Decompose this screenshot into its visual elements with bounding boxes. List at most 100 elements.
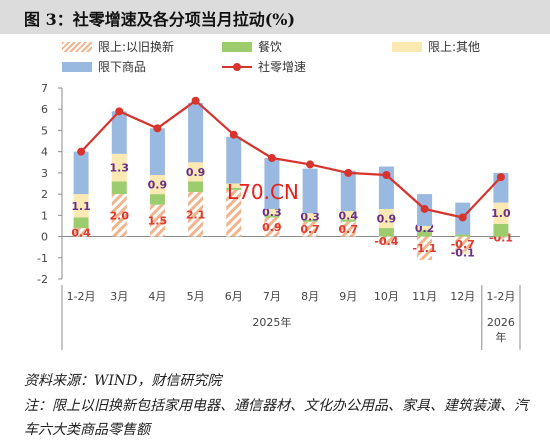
other-bar — [302, 213, 318, 220]
retail-growth-point — [191, 96, 200, 105]
data-label: 0.3 — [300, 210, 320, 223]
legend-swatch-retail-growth — [222, 62, 252, 72]
data-label: 0.9 — [148, 179, 168, 192]
below-limit-bar — [73, 151, 89, 195]
legend-item-below-limit: 限下商品 — [62, 58, 146, 75]
other-bar — [340, 211, 356, 220]
x-tick-label: 3月 — [110, 290, 128, 303]
tradein-bar — [493, 236, 509, 239]
x-group-label: 2026 — [487, 316, 515, 329]
data-label: 1.3 — [110, 162, 130, 175]
retail-growth-point — [458, 213, 467, 222]
y-tick-label: 4 — [41, 146, 48, 159]
data-label: 0.3 — [262, 206, 282, 219]
catering-bar — [264, 215, 280, 218]
tradein-bar — [73, 228, 89, 237]
tradein-bar — [455, 236, 471, 252]
retail-growth-line — [80, 99, 502, 219]
x-tick-label: 9月 — [339, 290, 357, 303]
data-label: 1.1 — [71, 200, 91, 213]
legend-item-other: 限上:其他 — [392, 38, 480, 55]
retail-growth-point — [306, 160, 315, 169]
x-tick-label: 12月 — [450, 290, 475, 303]
data-label: 0.7 — [339, 223, 359, 236]
y-tick-label: -1 — [37, 252, 48, 265]
catering-bar — [111, 181, 127, 195]
tradein-bar — [302, 221, 318, 237]
other-bar — [188, 162, 204, 182]
legend-label-tradein: 限上:以旧换新 — [98, 40, 175, 54]
y-tick-label: 6 — [41, 103, 48, 116]
x-tick-label: 10月 — [374, 290, 399, 303]
data-label: -0.4 — [374, 235, 398, 248]
data-label: 1.5 — [148, 215, 168, 228]
data-label: 0.4 — [339, 209, 359, 222]
catering-bar — [73, 217, 89, 229]
below-limit-bar — [264, 158, 280, 209]
catering-bar — [417, 230, 433, 237]
y-tick-label: 2 — [41, 188, 48, 201]
catering-bar — [226, 187, 242, 190]
tradein-bar — [378, 236, 394, 246]
other-bar — [226, 183, 242, 188]
retail-growth-point — [267, 154, 276, 163]
other-bar — [493, 202, 509, 224]
y-tick-label: 3 — [41, 167, 48, 180]
data-label: 0.7 — [300, 223, 320, 236]
retail-growth-point — [382, 171, 391, 180]
below-limit-bar — [111, 111, 127, 154]
x-tick-label: 5月 — [187, 290, 205, 303]
data-label: 0.9 — [377, 213, 397, 226]
y-tick-label: 0 — [41, 231, 48, 244]
data-label: -1.1 — [413, 242, 437, 255]
data-label: -0.1 — [451, 246, 475, 259]
x-tick-label: 4月 — [148, 290, 166, 303]
catering-bar — [340, 219, 356, 222]
retail-growth-point — [496, 173, 505, 182]
data-label: 2.0 — [110, 209, 130, 222]
catering-bar — [149, 194, 165, 205]
y-tick-label: 1 — [41, 209, 48, 222]
figure-title: 图 3：社零增速及各分项当月拉动(%) — [24, 10, 296, 29]
legend-label-catering: 餐饮 — [258, 40, 283, 54]
catering-bar — [493, 223, 509, 237]
legend-label-other: 限上:其他 — [428, 40, 481, 54]
retail-growth-point — [229, 130, 238, 139]
title-bar — [0, 0, 550, 34]
legend-swatch-catering — [222, 41, 252, 52]
source-note: 资料来源：WIND，财信研究院 — [24, 373, 222, 389]
retail-growth-point — [115, 107, 124, 116]
other-bar — [111, 153, 127, 182]
x-tick-label: 8月 — [301, 290, 319, 303]
chart-plot: -2 -1 0 1 2 3 4 5 6 7 0.4 1.1 2.0 1.3 1.5 0.9 2.1 0.9 0.9 0… — [37, 82, 521, 350]
tradein-bar — [226, 189, 242, 237]
x-tick-label: 1-2月 — [486, 290, 515, 303]
legend-item-retail-growth: 社零增速 — [222, 58, 306, 75]
retail-growth-point — [344, 168, 353, 177]
x-tick-label: 11月 — [412, 290, 437, 303]
other-bar — [149, 175, 165, 195]
tradein-bar — [149, 204, 165, 237]
tradein-bar — [188, 191, 204, 237]
tradein-bar — [417, 236, 433, 260]
legend-label-below-limit: 限下商品 — [98, 60, 147, 74]
footnote: 注：限上以旧换新包括家用电器、通信器材、文化办公用品、家具、建筑装潢、汽车六大类… — [24, 398, 528, 438]
data-label: 0.9 — [262, 221, 282, 234]
retail-growth-point — [77, 147, 86, 156]
retail-growth-point — [420, 204, 429, 213]
data-label: 1.0 — [491, 207, 511, 220]
catering-bar — [378, 228, 394, 237]
other-bar — [264, 208, 280, 216]
catering-bar — [302, 219, 318, 222]
below-limit-bar — [188, 102, 204, 163]
other-bar — [455, 251, 471, 254]
below-limit-bar — [149, 128, 165, 176]
legend-item-catering: 餐饮 — [222, 38, 282, 55]
x-tick-label: 1-2月 — [67, 290, 96, 303]
below-limit-bar — [340, 170, 356, 212]
catering-bar — [455, 234, 471, 237]
other-bar — [417, 225, 433, 231]
x-group-label: 2025年 — [252, 315, 291, 329]
legend-label-retail-growth: 社零增速 — [258, 60, 307, 74]
other-bar — [378, 208, 394, 229]
